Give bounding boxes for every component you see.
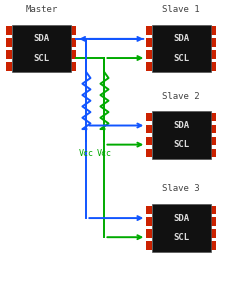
Bar <box>210 62 216 70</box>
Bar <box>71 62 76 70</box>
Text: Slave 2: Slave 2 <box>162 92 200 101</box>
Bar <box>210 149 216 157</box>
Text: SDA: SDA <box>173 121 189 130</box>
Text: Vcc: Vcc <box>79 148 94 158</box>
Bar <box>6 26 12 35</box>
Bar <box>146 218 152 226</box>
Bar <box>71 38 76 47</box>
Text: SCL: SCL <box>173 233 189 242</box>
Text: SCL: SCL <box>173 53 189 62</box>
Bar <box>152 204 210 251</box>
Bar <box>152 25 210 72</box>
Bar <box>146 38 152 47</box>
Bar <box>146 137 152 145</box>
Bar <box>6 50 12 59</box>
Bar <box>146 26 152 35</box>
Text: Master: Master <box>25 5 57 14</box>
Bar <box>210 38 216 47</box>
Bar <box>6 62 12 70</box>
Bar <box>146 206 152 214</box>
Bar <box>210 125 216 133</box>
Bar <box>210 242 216 250</box>
Bar <box>210 50 216 59</box>
Bar <box>210 218 216 226</box>
Bar <box>6 38 12 47</box>
Bar <box>146 125 152 133</box>
Bar <box>146 149 152 157</box>
Bar <box>146 62 152 70</box>
Bar <box>146 50 152 59</box>
Text: SDA: SDA <box>173 34 189 43</box>
Bar <box>146 113 152 121</box>
Text: SCL: SCL <box>173 140 189 149</box>
Bar <box>71 26 76 35</box>
Text: SDA: SDA <box>33 34 49 43</box>
Text: SDA: SDA <box>173 214 189 223</box>
Bar <box>210 113 216 121</box>
Bar <box>210 230 216 238</box>
Bar <box>146 242 152 250</box>
Bar <box>210 26 216 35</box>
Bar <box>146 230 152 238</box>
Text: Vcc: Vcc <box>97 148 112 158</box>
Bar <box>152 111 210 159</box>
Text: Slave 1: Slave 1 <box>162 5 200 14</box>
Bar <box>71 50 76 59</box>
Text: Slave 3: Slave 3 <box>162 184 200 193</box>
Text: SCL: SCL <box>33 53 49 62</box>
Bar <box>210 137 216 145</box>
Bar <box>210 206 216 214</box>
Bar <box>12 25 71 72</box>
